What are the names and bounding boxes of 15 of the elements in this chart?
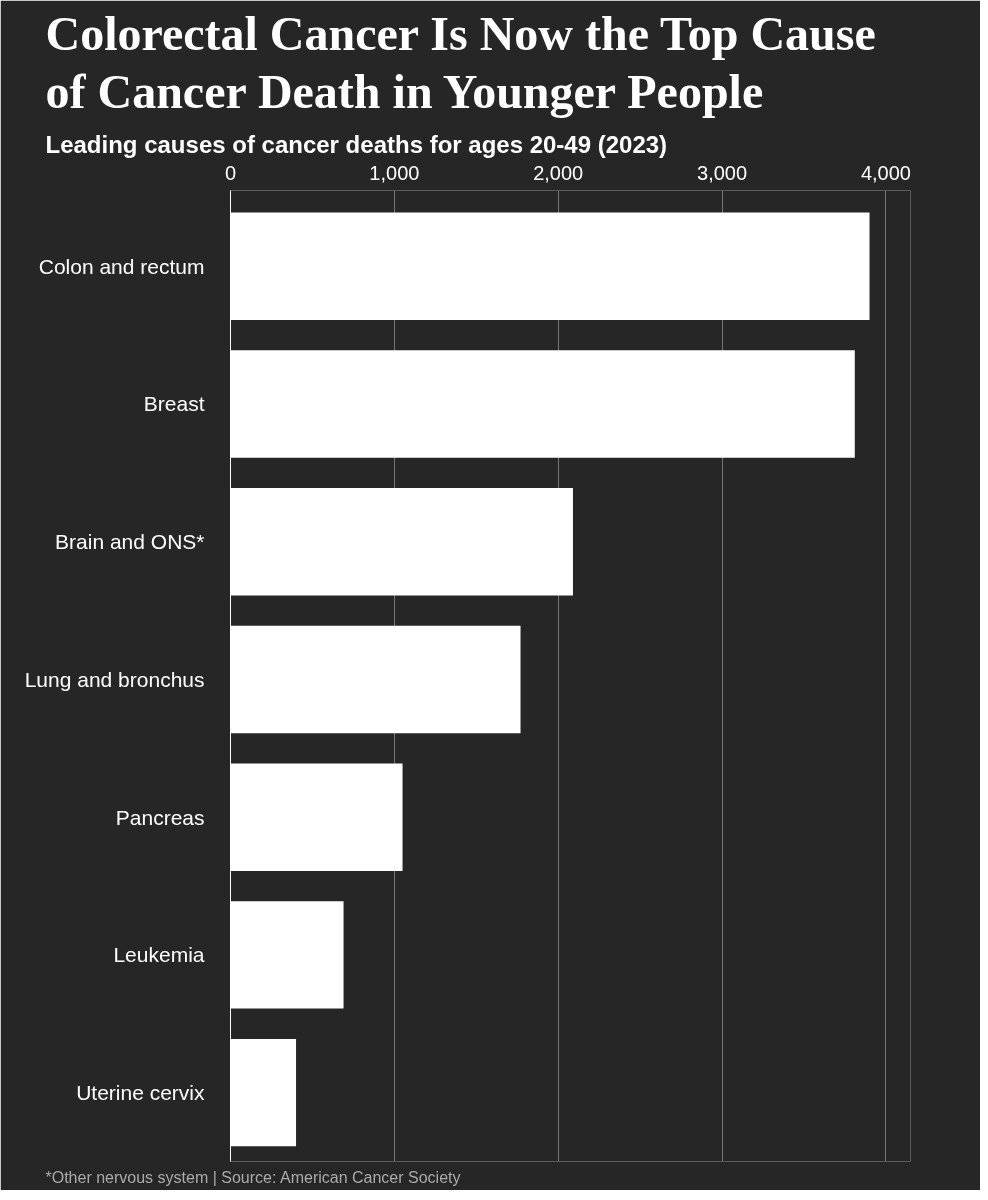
x-tick-label: 1,000 <box>369 161 420 184</box>
chart-subtitle: Leading causes of cancer deaths for ages 20-49 (2023) <box>45 130 668 158</box>
y-tick-label: Lung and bronchus <box>24 667 205 691</box>
y-tick-label: Brain and ONS* <box>55 530 205 554</box>
y-tick-label: Colon and rectum <box>38 254 205 278</box>
chart-title: Colorectal Cancer Is Now the Top Cause of Cancer Death in Younger People <box>45 7 876 119</box>
text: *Other nervous system | Source: American Cancer Society <box>45 1168 461 1186</box>
y-tick-label: Leukemia <box>113 943 205 967</box>
x-tick-label: 4,000 <box>860 161 911 184</box>
y-tick-label: Uterine cervix <box>76 1081 205 1105</box>
x-tick-label: 2,000 <box>533 161 584 184</box>
y-tick-label: Pancreas <box>115 805 205 829</box>
x-tick-label: 3,000 <box>697 161 748 184</box>
y-tick-label: Breast <box>143 392 205 416</box>
x-tick-label: 0 <box>224 161 237 184</box>
